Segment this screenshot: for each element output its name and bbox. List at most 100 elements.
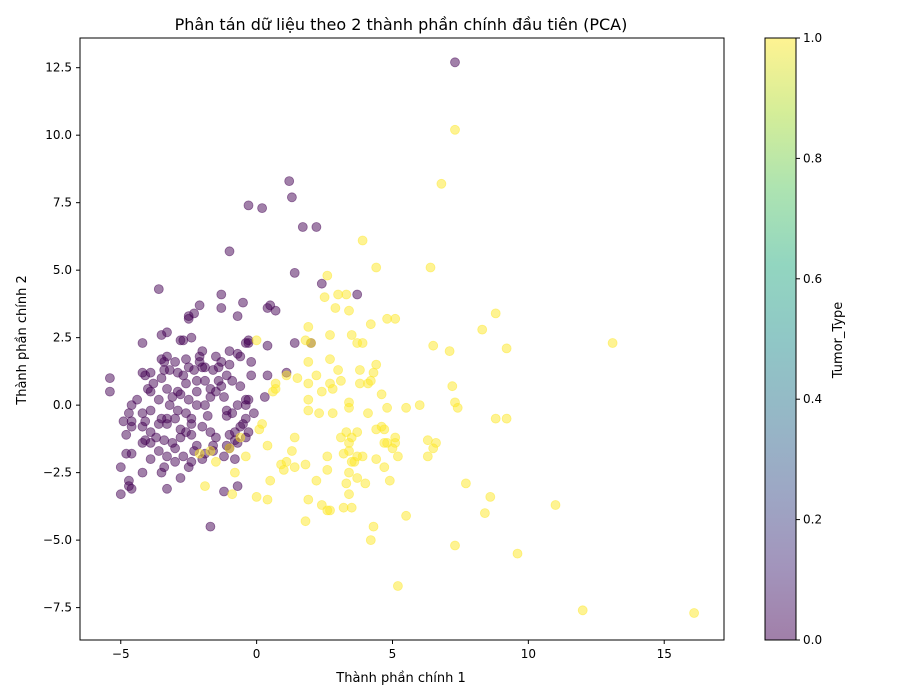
data-point — [327, 383, 338, 394]
data-point — [346, 456, 357, 467]
data-point — [289, 462, 300, 473]
data-point — [254, 424, 265, 435]
x-axis-label: Thành phần chính 1 — [335, 671, 465, 686]
data-point — [335, 375, 346, 386]
data-point — [450, 57, 460, 68]
data-point — [224, 346, 235, 357]
data-point — [382, 402, 393, 413]
data-point — [105, 386, 115, 397]
data-point — [607, 338, 618, 348]
data-point — [205, 521, 216, 532]
data-point — [354, 378, 365, 389]
data-point — [330, 303, 341, 313]
data-point — [224, 359, 235, 370]
data-point — [300, 459, 311, 470]
data-point — [341, 289, 352, 300]
data-point — [401, 402, 412, 413]
data-point — [357, 451, 368, 462]
data-point — [335, 432, 346, 443]
data-point — [145, 405, 156, 416]
data-point — [303, 394, 314, 405]
data-point — [123, 408, 134, 419]
data-point — [344, 467, 354, 478]
data-point — [344, 437, 354, 448]
data-point — [360, 478, 371, 489]
data-point — [137, 421, 148, 432]
data-point — [205, 392, 216, 402]
y-tick-label: 5.0 — [53, 263, 72, 277]
y-tick-label: −2.5 — [43, 466, 72, 480]
y-tick-label: −5.0 — [43, 533, 72, 547]
data-point — [289, 267, 300, 278]
data-point — [186, 332, 197, 343]
data-point — [197, 421, 208, 432]
data-point — [577, 605, 588, 616]
data-point — [164, 400, 175, 411]
data-point — [227, 375, 238, 386]
colorbar-tick-label: 1.0 — [803, 31, 822, 45]
data-point — [387, 443, 398, 454]
data-point — [162, 383, 172, 394]
data-point — [235, 351, 246, 362]
data-point — [311, 370, 322, 381]
data-point — [292, 373, 303, 384]
chart-title: Phân tán dữ liệu theo 2 thành phần chính… — [175, 15, 628, 34]
data-point — [229, 454, 240, 465]
data-point — [145, 454, 156, 465]
data-point — [259, 392, 270, 402]
data-point — [156, 373, 167, 384]
data-point — [156, 467, 167, 478]
data-point — [325, 354, 335, 365]
data-point — [170, 413, 181, 424]
data-point — [384, 475, 395, 486]
y-axis-ticks: −7.5 −5.0 −2.5 0.0 2.5 5.0 7.5 10.0 12.5 — [43, 61, 80, 615]
y-tick-label: 2.5 — [53, 331, 72, 345]
data-point — [194, 448, 205, 459]
data-point — [365, 375, 376, 386]
data-point — [297, 222, 308, 232]
data-point — [243, 200, 254, 211]
data-point — [246, 370, 257, 381]
data-point — [338, 502, 349, 513]
data-point — [235, 381, 246, 392]
data-point — [181, 378, 191, 389]
data-point — [460, 478, 471, 489]
x-tick-label: 5 — [389, 647, 397, 661]
data-point — [191, 375, 202, 386]
data-point — [137, 338, 148, 348]
data-point — [379, 462, 390, 473]
x-tick-label: 0 — [253, 647, 261, 661]
data-point — [365, 319, 376, 330]
data-point — [197, 362, 208, 373]
data-point — [346, 502, 357, 513]
data-point — [178, 451, 189, 462]
data-point — [219, 486, 229, 497]
data-point — [316, 278, 327, 289]
data-point — [162, 451, 172, 462]
x-axis-ticks: −5 0 5 10 15 — [112, 640, 672, 661]
colorbar-tick-label: 0.6 — [803, 272, 822, 286]
data-point — [205, 446, 216, 456]
data-point — [232, 481, 243, 492]
data-point — [371, 262, 382, 273]
colorbar-tick-label: 0.4 — [803, 392, 822, 406]
data-point — [379, 437, 390, 448]
data-point — [235, 432, 246, 443]
data-point — [333, 365, 344, 375]
data-point — [159, 435, 170, 446]
data-point — [327, 408, 338, 419]
colorbar-frame — [764, 37, 797, 641]
data-point — [303, 321, 314, 332]
data-point — [490, 308, 501, 319]
data-point — [137, 467, 148, 478]
data-point — [200, 375, 210, 386]
y-tick-label: 0.0 — [53, 398, 72, 412]
data-point — [262, 340, 273, 351]
data-point — [550, 500, 561, 510]
data-point — [344, 402, 354, 413]
data-point — [251, 335, 262, 346]
data-point — [200, 400, 210, 411]
data-point — [379, 424, 390, 435]
data-point — [501, 343, 512, 354]
